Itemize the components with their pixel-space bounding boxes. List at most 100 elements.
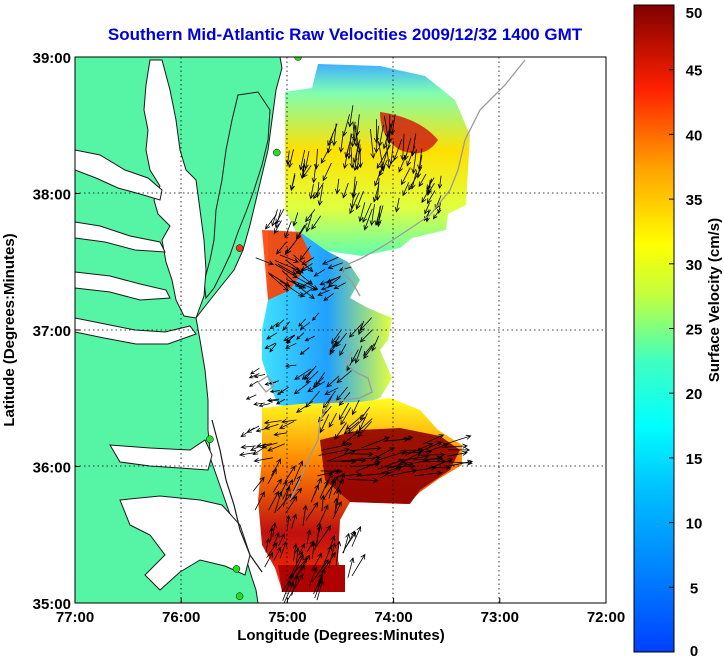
velocity-arrow xyxy=(245,394,257,400)
velocity-arrow xyxy=(264,342,276,349)
velocity-arrow xyxy=(267,468,277,485)
velocity-arrow xyxy=(311,312,320,321)
velocity-arrow xyxy=(298,318,306,327)
velocity-arrow xyxy=(252,445,268,455)
colorbar-tick-label: 40 xyxy=(686,127,703,144)
pamlico-sound xyxy=(119,495,251,591)
velocity-arrow xyxy=(299,288,312,298)
velocity-arrow xyxy=(293,381,310,395)
x-axis: 77:00 76:00 75:00 74:00 73:00 72:00 xyxy=(56,598,625,626)
velocity-arrow xyxy=(265,537,271,553)
velocity-arrow xyxy=(404,443,434,456)
velocity-arrow xyxy=(266,332,278,340)
velocity-arrow xyxy=(304,365,317,381)
velocity-arrow xyxy=(423,434,445,445)
velocity-arrow xyxy=(317,185,324,206)
velocity-arrow xyxy=(313,148,320,170)
velocity-arrow xyxy=(296,224,306,240)
velocity-arrow xyxy=(359,406,371,421)
velocity-arrow xyxy=(315,182,321,198)
colorbar-tick-label: 50 xyxy=(686,5,703,22)
velocity-arrow xyxy=(327,262,343,270)
velocity-arrow xyxy=(347,105,354,128)
velocity-arrow xyxy=(376,206,382,228)
velocity-arrow xyxy=(264,381,276,386)
velocity-arrow xyxy=(263,423,279,430)
velocity-arrow xyxy=(294,368,312,380)
velocity-arrow xyxy=(351,180,358,199)
velocity-arrow xyxy=(254,491,265,511)
y-tick-label: 39:00 xyxy=(33,50,71,67)
velocity-arrow xyxy=(315,372,326,387)
velocity-arrow xyxy=(269,321,280,330)
velocity-arrow xyxy=(373,119,379,144)
velocity-arrow xyxy=(268,272,291,287)
colorbar-tick-label: 10 xyxy=(686,516,703,533)
velocity-arrow xyxy=(358,202,366,223)
velocity-arrow xyxy=(359,330,373,343)
velocity-arrow xyxy=(238,451,256,457)
velocity-arrow xyxy=(391,435,414,442)
velocity-arrow xyxy=(410,133,417,157)
isobath-bump xyxy=(257,375,275,393)
velocity-arrow xyxy=(292,543,298,562)
velocity-arrow xyxy=(253,374,266,379)
station-marker xyxy=(235,244,244,252)
velocity-arrow xyxy=(414,470,443,477)
velocity-arrow xyxy=(250,367,260,375)
y-tick-label: 38:00 xyxy=(33,187,71,204)
velocity-arrow xyxy=(331,330,342,344)
velocity-arrow xyxy=(285,150,291,166)
velocity-arrow xyxy=(284,243,294,256)
potomac-river xyxy=(75,149,163,201)
y-tick-label: 36:00 xyxy=(33,460,71,477)
velocity-arrow xyxy=(380,466,403,479)
velocity-arrow xyxy=(256,442,272,448)
velocity-arrow xyxy=(291,280,315,300)
x-tick-label: 72:00 xyxy=(587,609,625,626)
velocity-arrow xyxy=(258,403,271,408)
velocity-arrow xyxy=(336,370,352,384)
velocity-arrow xyxy=(318,447,351,456)
velocity-arrow xyxy=(313,182,324,200)
velocity-arrow xyxy=(385,140,392,170)
x-tick-label: 75:00 xyxy=(268,609,306,626)
velocity-arrow xyxy=(344,451,375,457)
velocity-arrow xyxy=(448,447,471,453)
velocity-arrow xyxy=(283,581,294,603)
velocity-arrow xyxy=(325,471,333,489)
james-river xyxy=(75,317,197,345)
velocity-arrow xyxy=(338,132,344,153)
velocity-arrow xyxy=(421,189,430,204)
velocity-arrow xyxy=(309,183,315,200)
velocity-arrow xyxy=(292,212,299,227)
velocity-arrow xyxy=(306,528,312,545)
velocity-arrow xyxy=(326,133,334,154)
velocity-arrow xyxy=(285,342,297,349)
velocity-arrow xyxy=(315,524,332,547)
velocity-arrow xyxy=(286,334,294,345)
velocity-arrow xyxy=(266,397,280,403)
velocity-arrow xyxy=(273,431,288,437)
velocity-arrow xyxy=(321,442,353,451)
colorbar-tick-label: 45 xyxy=(686,63,703,80)
velocity-arrow xyxy=(334,422,347,440)
velocity-arrow xyxy=(342,148,349,170)
velocity-arrow xyxy=(335,178,341,195)
velocity-arrow xyxy=(311,541,317,560)
velocity-arrow xyxy=(386,461,408,469)
colorbar-tick-label: 25 xyxy=(686,322,703,339)
velocity-arrow xyxy=(374,450,407,462)
velocity-arrow xyxy=(357,421,372,438)
velocity-arrow xyxy=(385,463,416,469)
velocity-arrow xyxy=(304,335,315,342)
velocity-arrow xyxy=(279,541,287,559)
velocity-arrow xyxy=(240,444,256,450)
velocity-arrow xyxy=(328,542,337,568)
velocity-arrow xyxy=(287,573,304,601)
velocity-arrow xyxy=(351,399,360,416)
station-marker xyxy=(294,57,302,61)
velocity-arrow xyxy=(264,551,274,568)
chesapeake-bay xyxy=(143,59,207,319)
velocity-arrow xyxy=(351,121,357,143)
